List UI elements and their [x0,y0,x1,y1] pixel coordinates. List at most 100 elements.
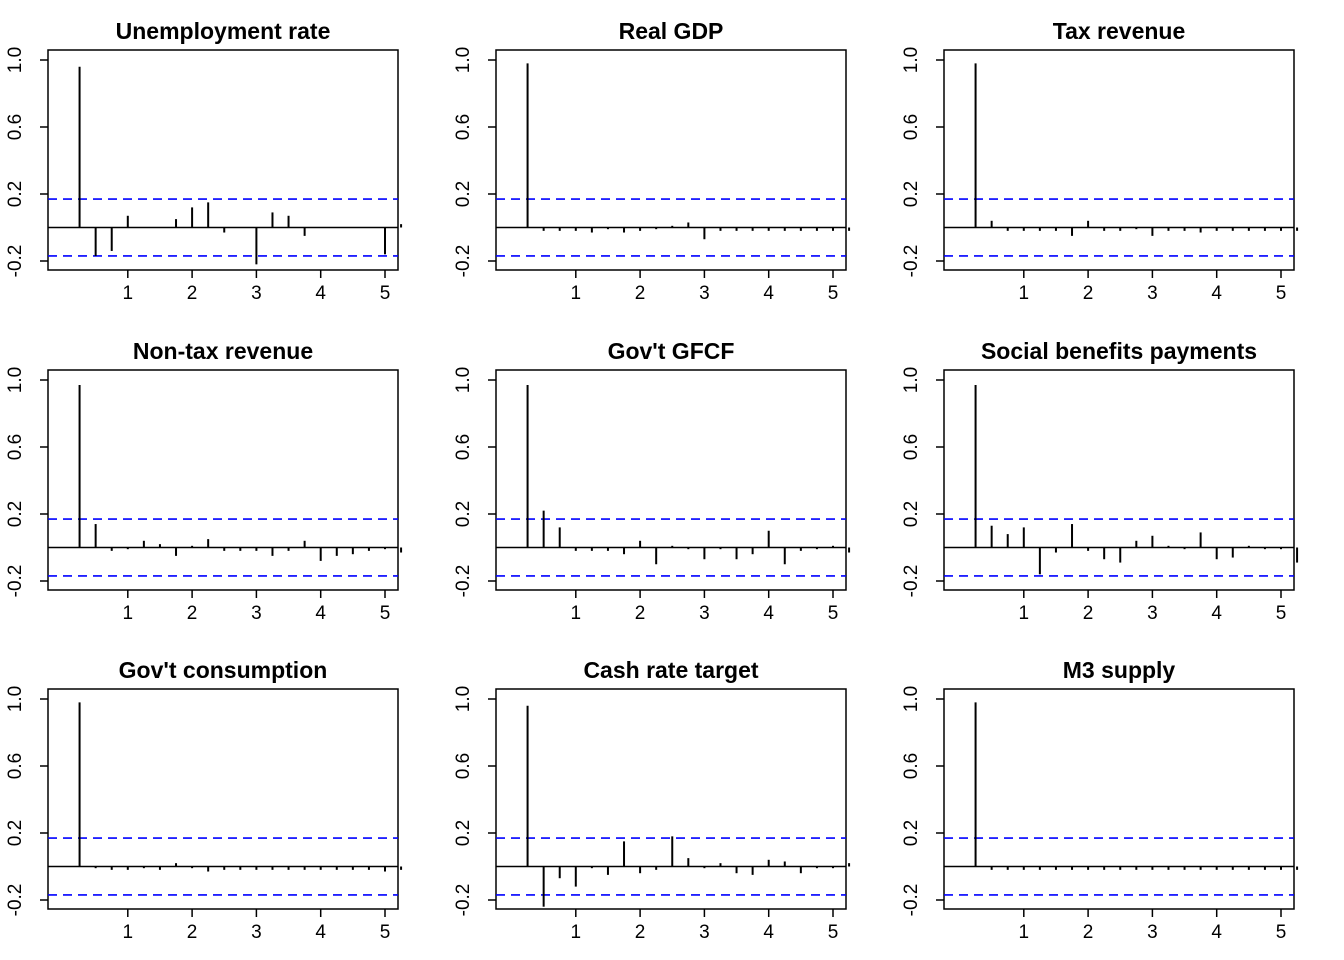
y-tick-label: 0.2 [901,181,922,207]
x-tick-label: 5 [1276,603,1287,624]
x-tick-label: 1 [571,603,582,624]
y-tick-label: 1.0 [453,686,474,712]
y-tick-label: 0.6 [5,753,26,779]
acf-panel: Real GDP 1 2 3 4 5 -0.2 0.2 0.6 1.0 [453,18,851,304]
x-tick-label: 1 [1019,922,1030,943]
y-tick-label: 0.2 [453,820,474,846]
panel-title: Gov't GFCF [608,338,735,364]
x-tick-label: 3 [251,922,262,943]
x-tick-label: 1 [571,283,582,304]
x-tick-label: 4 [1211,603,1222,624]
x-tick-label: 4 [315,283,326,304]
acf-panel: Gov't consumption 1 2 3 4 5 -0.2 0.2 0.6 1.0 [5,657,403,943]
x-tick-label: 2 [1083,283,1094,304]
y-tick-label: 1.0 [5,686,26,712]
x-tick-label: 3 [699,283,710,304]
x-tick-label: 4 [763,283,774,304]
panel-title: Gov't consumption [119,657,328,683]
y-tick-label: 0.6 [901,434,922,460]
y-tick-label: 0.6 [453,753,474,779]
x-tick-label: 4 [315,603,326,624]
x-tick-label: 2 [187,922,198,943]
x-tick-label: 5 [380,603,391,624]
plot-frame [495,49,847,271]
x-tick-label: 5 [1276,283,1287,304]
panel-title: Real GDP [619,18,724,44]
acf-panel: Gov't GFCF 1 2 3 4 5 -0.2 0.2 0.6 1.0 [453,338,851,624]
acf-panel: Cash rate target 1 2 3 4 5 -0.2 0.2 0.6 1.0 [453,657,851,943]
plot-frame [943,369,1295,591]
acf-panel: Social benefits payments 1 2 3 4 5 -0.2 0.2 0.6 1… [901,338,1299,624]
plot-frame [495,369,847,591]
y-tick-label: 0.2 [901,820,922,846]
y-tick-label: 1.0 [5,47,26,73]
x-tick-label: 5 [828,283,839,304]
y-tick-label: -0.2 [453,245,474,278]
panel-title: Non-tax revenue [133,338,313,364]
y-tick-label: 1.0 [901,47,922,73]
panel-title: Cash rate target [583,657,758,683]
x-tick-label: 4 [763,922,774,943]
y-tick-label: 0.2 [5,820,26,846]
y-tick-label: 1.0 [901,686,922,712]
acf-panel: Tax revenue 1 2 3 4 5 -0.2 0.2 0.6 1.0 [901,18,1299,304]
x-tick-label: 4 [315,922,326,943]
acf-panel: M3 supply 1 2 3 4 5 -0.2 0.2 0.6 1.0 [901,657,1299,943]
x-tick-label: 3 [699,603,710,624]
y-tick-label: -0.2 [901,565,922,598]
y-tick-label: 0.2 [901,501,922,527]
y-tick-label: 0.2 [5,181,26,207]
acf-panel: Non-tax revenue 1 2 3 4 5 -0.2 0.2 0.6 1.0 [5,338,403,624]
y-tick-label: 0.6 [5,114,26,140]
x-tick-label: 3 [1147,922,1158,943]
x-tick-label: 5 [380,922,391,943]
x-tick-label: 5 [380,283,391,304]
x-tick-label: 3 [251,283,262,304]
y-tick-label: 1.0 [901,367,922,393]
panel-title: M3 supply [1063,657,1176,683]
x-tick-label: 1 [1019,603,1030,624]
y-tick-label: -0.2 [5,245,26,278]
y-tick-label: 0.2 [453,181,474,207]
x-tick-label: 5 [828,603,839,624]
plot-frame [47,369,399,591]
x-tick-label: 2 [635,283,646,304]
plot-frame [47,688,399,910]
panel-title: Unemployment rate [116,18,331,44]
x-tick-label: 4 [1211,922,1222,943]
x-tick-label: 1 [571,922,582,943]
x-tick-label: 1 [123,603,134,624]
x-tick-label: 2 [1083,922,1094,943]
y-tick-label: 0.2 [453,501,474,527]
x-tick-label: 2 [635,922,646,943]
y-tick-label: -0.2 [453,884,474,917]
x-tick-label: 2 [187,603,198,624]
x-tick-label: 1 [123,922,134,943]
x-tick-label: 3 [1147,283,1158,304]
y-tick-label: 1.0 [453,367,474,393]
y-tick-label: 0.6 [901,114,922,140]
x-tick-label: 2 [1083,603,1094,624]
y-tick-label: 0.6 [453,434,474,460]
y-tick-label: 0.6 [453,114,474,140]
x-tick-label: 3 [251,603,262,624]
plot-frame [47,49,399,271]
plot-frame [943,49,1295,271]
plot-frame [943,688,1295,910]
panel-title: Social benefits payments [981,338,1257,364]
y-tick-label: -0.2 [901,884,922,917]
x-tick-label: 5 [1276,922,1287,943]
plot-frame [495,688,847,910]
x-tick-label: 5 [828,922,839,943]
x-tick-label: 2 [635,603,646,624]
x-tick-label: 1 [1019,283,1030,304]
panel-title: Tax revenue [1053,18,1186,44]
y-tick-label: -0.2 [453,565,474,598]
x-tick-label: 4 [763,603,774,624]
y-tick-label: -0.2 [5,565,26,598]
y-tick-label: 1.0 [453,47,474,73]
acf-panel: Unemployment rate 1 2 3 4 5 -0.2 0.2 0.6 1.0 [5,18,403,304]
y-tick-label: 0.2 [5,501,26,527]
y-tick-label: -0.2 [901,245,922,278]
y-tick-label: -0.2 [5,884,26,917]
